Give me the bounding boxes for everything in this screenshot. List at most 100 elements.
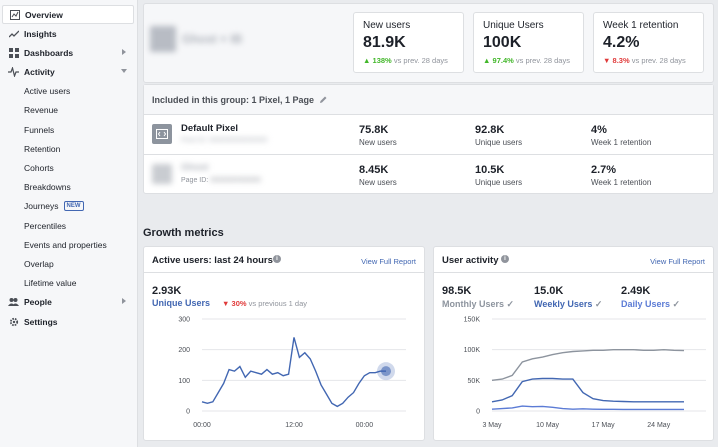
y-tick-label: 0 [186, 409, 190, 416]
group-included-text: Included in this group: 1 Pixel, 1 Page [152, 95, 314, 105]
sidebar-item-label: People [24, 297, 52, 307]
y-tick-label: 200 [178, 347, 190, 354]
user-activity-card: User activity i View Full Report 98.5K M… [433, 246, 714, 441]
sidebar-item-label: Settings [24, 317, 58, 327]
active-users-card: Active users: last 24 hours i View Full … [143, 246, 425, 441]
sidebar-item-journeys[interactable]: Journeys NEW [2, 196, 134, 215]
sidebar-item-revenue[interactable]: Revenue [2, 100, 134, 119]
activity-icon [8, 66, 19, 77]
metric-label: Daily Users ✓ [621, 299, 680, 310]
kpi-new-users[interactable]: New users 81.9K ▲ 138% vs prev. 28 days [353, 12, 464, 73]
chevron-right-icon [120, 48, 128, 56]
active-users-value: 2.93K [152, 285, 181, 297]
group-card: Included in this group: 1 Pixel, 1 Page … [143, 84, 714, 194]
row-unique-users-label: Unique users [475, 178, 522, 187]
sidebar-item-label: Retention [24, 144, 60, 154]
view-full-report-link[interactable]: View Full Report [650, 257, 705, 266]
row-name: Default Pixel [181, 123, 238, 134]
sidebar-item-label: Activity [24, 67, 55, 77]
sidebar-item-active-users[interactable]: Active users [2, 81, 134, 100]
y-tick-label: 100 [178, 378, 190, 385]
sidebar-item-label: Breakdowns [24, 182, 71, 192]
metric-value: 15.0K [534, 285, 602, 297]
group-row-pixel[interactable]: Default Pixel Pixel ID: 000000000000000 … [144, 116, 713, 155]
sidebar-item-funnels[interactable]: Funnels [2, 120, 134, 139]
sidebar: Overview Insights Dashboards Activity Ac… [0, 0, 138, 447]
y-tick-label: 300 [178, 317, 190, 324]
kpi-unique-users[interactable]: Unique Users 100K ▲ 97.4% vs prev. 28 da… [473, 12, 584, 73]
new-badge: NEW [64, 201, 84, 211]
active-users-change: ▼ 30% vs previous 1 day [222, 299, 307, 308]
sidebar-item-breakdowns[interactable]: Breakdowns [2, 177, 134, 196]
chevron-right-icon [120, 297, 128, 305]
row-new-users-label: New users [359, 138, 397, 147]
sidebar-item-activity[interactable]: Activity [2, 62, 134, 81]
down-arrow-icon: ▼ [222, 299, 229, 308]
sidebar-item-percentiles[interactable]: Percentiles [2, 216, 134, 235]
kpi-change-value: 8.3% [613, 56, 630, 65]
active-users-chart[interactable]: 0 100 200 300 00:00 12:00 00:00 [144, 311, 426, 439]
card-title: User activity [442, 255, 499, 266]
pixel-code-icon [152, 124, 172, 144]
check-icon: ✓ [507, 299, 515, 309]
sidebar-item-overlap[interactable]: Overlap [2, 254, 134, 273]
y-tick-label: 100K [464, 347, 481, 354]
row-new-users: 8.45K [359, 164, 388, 176]
metric-value: 2.49K [621, 285, 680, 297]
metric-monthly-users[interactable]: 98.5K Monthly Users ✓ [442, 285, 514, 310]
series-line-daily-users [492, 406, 684, 409]
kpi-change-value: 138% [373, 56, 392, 65]
card-header: Active users: last 24 hours i View Full … [144, 247, 424, 273]
kpi-label: New users [363, 20, 454, 31]
sidebar-item-overview[interactable]: Overview [2, 5, 134, 24]
card-header: User activity i View Full Report [434, 247, 713, 273]
dashboards-icon [8, 47, 19, 58]
view-full-report-link[interactable]: View Full Report [361, 257, 416, 266]
sidebar-item-retention[interactable]: Retention [2, 139, 134, 158]
section-title-growth-metrics: Growth metrics [143, 227, 224, 239]
row-retention-label: Week 1 retention [591, 178, 651, 187]
sidebar-item-people[interactable]: People [2, 292, 134, 311]
x-tick-label: 24 May [647, 422, 670, 429]
sidebar-item-dashboards[interactable]: Dashboards [2, 43, 134, 62]
info-icon[interactable]: i [501, 255, 509, 263]
info-icon[interactable]: i [273, 255, 281, 263]
sidebar-item-events-and-properties[interactable]: Events and properties [2, 235, 134, 254]
kpi-value: 4.2% [603, 34, 694, 52]
data-point-highlight[interactable] [381, 366, 391, 376]
up-arrow-icon: ▲ [483, 56, 490, 65]
sidebar-item-insights[interactable]: Insights [2, 24, 134, 43]
row-retention: 2.7% [591, 164, 616, 176]
chevron-down-icon [120, 67, 128, 75]
series-line-monthly-users [492, 350, 684, 381]
active-users-metric: Unique Users [152, 298, 210, 308]
metric-value: 98.5K [442, 285, 514, 297]
y-tick-label: 150K [464, 317, 481, 324]
down-arrow-icon: ▼ [603, 56, 610, 65]
group-row-page[interactable]: Ghost Page ID: 0000000000000 8.45K New u… [144, 156, 713, 194]
row-name: Ghost [181, 162, 208, 173]
kpi-week1-retention[interactable]: Week 1 retention 4.2% ▼ 8.3% vs prev. 28… [593, 12, 704, 73]
people-icon [8, 296, 19, 307]
sidebar-item-label: Funnels [24, 125, 54, 135]
sidebar-item-label: Lifetime value [24, 278, 76, 288]
sidebar-item-settings[interactable]: Settings [2, 312, 134, 331]
user-activity-chart[interactable]: 0 50K 100K 150K 3 May 10 May 17 May 24 May [434, 311, 715, 439]
kpi-value: 100K [483, 34, 574, 52]
metric-daily-users[interactable]: 2.49K Daily Users ✓ [621, 285, 680, 310]
row-unique-users: 10.5K [475, 164, 504, 176]
app-avatar [150, 26, 176, 52]
change-value: 30% [232, 299, 247, 308]
sidebar-item-lifetime-value[interactable]: Lifetime value [2, 273, 134, 292]
row-new-users: 75.8K [359, 124, 388, 136]
sidebar-item-cohorts[interactable]: Cohorts [2, 158, 134, 177]
row-unique-users-label: Unique users [475, 138, 522, 147]
app-name: Ghost + IB [182, 32, 242, 46]
card-title: Active users: last 24 hours [152, 255, 273, 266]
edit-pencil-icon[interactable] [319, 93, 328, 107]
kpi-change-suffix: vs prev. 28 days [632, 56, 686, 65]
x-tick-label: 17 May [592, 422, 615, 429]
metric-weekly-users[interactable]: 15.0K Weekly Users ✓ [534, 285, 602, 310]
sidebar-item-label: Overlap [24, 259, 54, 269]
x-tick-label: 10 May [536, 422, 559, 429]
